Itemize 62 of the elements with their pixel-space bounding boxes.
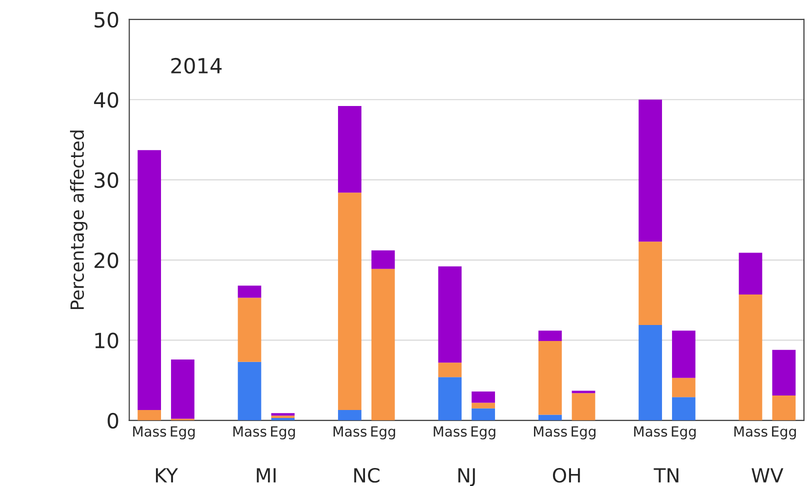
bar	[638, 324, 662, 420]
x-tick-label: Mass	[133, 426, 166, 437]
bar	[171, 359, 194, 419]
x-tick-label: Mass	[734, 426, 768, 437]
bar	[338, 106, 362, 193]
x-tick-label: Egg	[471, 426, 496, 440]
y-axis-title: Percentage affected	[70, 130, 88, 310]
x-tick-label: Egg	[572, 426, 596, 440]
x-tick-label: Egg	[271, 426, 295, 440]
bar	[672, 378, 696, 398]
bar	[438, 266, 462, 363]
x-tick-label: Mass	[534, 426, 567, 437]
x-tick-label: Mass	[334, 426, 367, 437]
bar	[338, 410, 362, 420]
text: NC	[354, 468, 380, 483]
bar	[371, 250, 395, 269]
bar	[772, 396, 796, 420]
bar	[638, 100, 662, 242]
bar	[438, 377, 462, 420]
bar	[238, 286, 262, 298]
bar	[371, 268, 395, 420]
bar	[472, 408, 496, 420]
text: TN	[654, 468, 678, 482]
text: MI	[256, 468, 276, 482]
x-tick-label: Egg	[371, 426, 396, 440]
x-tick-label: Mass	[634, 426, 668, 437]
text: WV	[752, 468, 784, 482]
bar	[338, 192, 362, 410]
bar	[472, 402, 496, 408]
bar	[271, 413, 295, 416]
text: NJ	[458, 468, 475, 486]
bar	[238, 362, 262, 420]
bar	[538, 414, 562, 420]
bar	[638, 242, 662, 325]
bar	[772, 350, 796, 396]
y-tick-label: 30	[94, 172, 118, 188]
bar	[138, 150, 162, 410]
bar	[538, 341, 562, 415]
y-tick-label: 20	[94, 252, 118, 268]
bar	[438, 362, 462, 378]
x-tick-label: Egg	[672, 426, 696, 440]
text: KY	[156, 468, 178, 482]
x-tick-label: Mass	[233, 426, 266, 437]
text: OH	[552, 468, 580, 483]
bar	[538, 330, 562, 341]
bar	[138, 410, 162, 420]
bar	[672, 330, 696, 378]
y-tick-label: 40	[94, 92, 118, 108]
y-tick-label: 50	[94, 12, 118, 28]
y-tick-label: 0	[108, 412, 118, 429]
x-tick-label: Egg	[772, 426, 796, 440]
bar	[572, 393, 596, 420]
bar	[472, 392, 496, 403]
x-tick-label: Mass	[434, 426, 467, 437]
y-tick-label: 10	[95, 332, 118, 348]
text: 2014	[171, 58, 222, 74]
bar	[572, 390, 596, 394]
bar	[672, 397, 696, 420]
bar	[738, 252, 762, 294]
x-tick-label: Egg	[170, 426, 195, 440]
bar	[738, 294, 762, 420]
bar	[238, 298, 262, 362]
